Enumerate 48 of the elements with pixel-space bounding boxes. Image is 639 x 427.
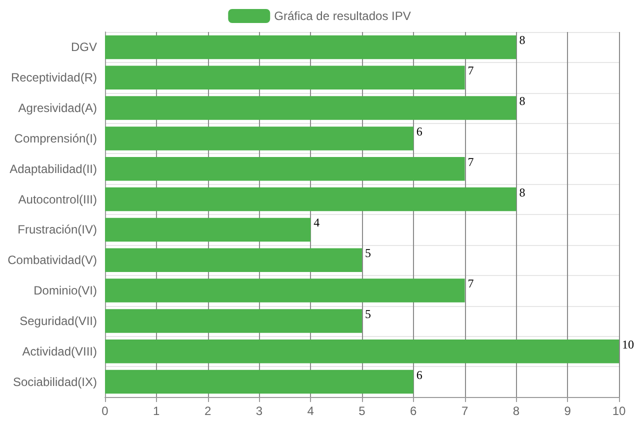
y-tick-label: Dominio(VI): [34, 284, 97, 298]
x-tick-label: 10: [612, 404, 626, 418]
bar: [105, 309, 362, 333]
bar: [105, 96, 516, 120]
data-label: 5: [365, 246, 371, 260]
y-tick-label: DGV: [70, 40, 97, 54]
x-tick-label: 9: [564, 404, 572, 418]
bar: [105, 126, 414, 150]
data-label: 8: [519, 94, 526, 108]
x-tick-label: 6: [410, 404, 418, 418]
data-label: 7: [468, 276, 474, 291]
y-tick-label: Seguridad(VII): [20, 314, 97, 328]
bar: [105, 66, 465, 90]
data-label: 10: [622, 337, 634, 352]
x-tick-label: 0: [102, 404, 109, 418]
y-tick-label: Sociabilidad(IX): [12, 374, 97, 389]
y-tick-label: Comprensión(I): [14, 131, 97, 146]
bar: [105, 157, 465, 181]
data-label: 7: [468, 154, 474, 169]
data-label: 6: [416, 124, 422, 138]
y-tick-label: Receptividad(R): [10, 70, 97, 85]
x-tick-label: 8: [512, 404, 520, 418]
y-tick-label: Autocontrol(III): [18, 192, 97, 206]
x-tick-label: 2: [204, 404, 212, 418]
y-tick-label: Agresividad(A): [18, 101, 97, 116]
bar: [105, 218, 311, 242]
y-tick-label: Actividad(VIII): [22, 344, 97, 358]
data-label: 6: [416, 368, 422, 382]
data-label: 5: [365, 306, 371, 321]
x-tick-label: 1: [153, 404, 160, 418]
bar: [105, 35, 516, 60]
y-tick-label: Combatividad(V): [8, 253, 97, 268]
bar: [105, 340, 619, 364]
data-label: 7: [468, 64, 474, 78]
x-tick-label: 5: [358, 404, 366, 418]
y-tick-label: Adaptabilidad(II): [10, 162, 97, 176]
bar: [105, 248, 362, 272]
bar: [105, 278, 465, 302]
legend-label: Gráfica de resultados IPV: [274, 9, 411, 23]
bar: [105, 187, 516, 212]
bar: [105, 370, 414, 394]
data-label: 4: [314, 216, 320, 230]
x-tick-label: 3: [256, 404, 263, 418]
data-label: 8: [519, 33, 526, 48]
x-tick-label: 4: [307, 404, 314, 418]
data-label: 8: [519, 185, 526, 200]
x-tick-label: 7: [461, 404, 468, 418]
y-tick-label: Frustración(IV): [18, 222, 97, 237]
